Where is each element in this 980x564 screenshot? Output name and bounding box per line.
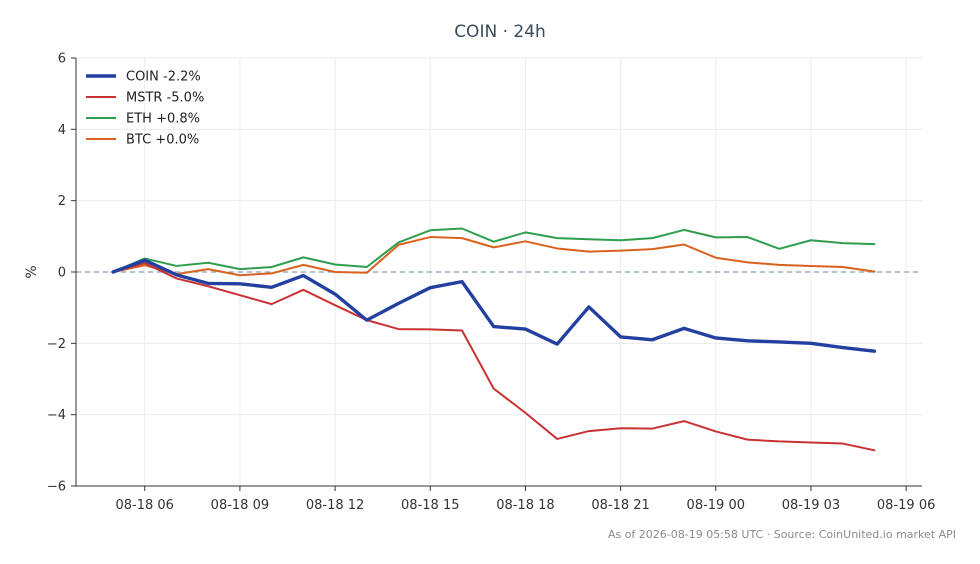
chart-title: COIN · 24h <box>454 22 546 42</box>
legend-label: ETH +0.8% <box>126 112 200 127</box>
y-axis-label: % <box>24 265 40 278</box>
y-tick-label: −2 <box>47 337 66 352</box>
x-tick-label: 08-18 12 <box>306 498 364 513</box>
y-tick-label: 2 <box>58 194 66 209</box>
x-tick-label: 08-18 09 <box>211 498 269 513</box>
x-tick-label: 08-19 06 <box>877 498 935 513</box>
y-tick-label: 0 <box>58 266 66 281</box>
y-tick-label: 4 <box>58 123 66 138</box>
y-tick-label: −4 <box>47 408 66 423</box>
footer-source-note: As of 2026-08-19 05:58 UTC · Source: Coi… <box>608 528 956 541</box>
x-tick-label: 08-18 21 <box>591 498 649 513</box>
x-tick-label: 08-19 03 <box>782 498 840 513</box>
series-lines <box>111 227 877 452</box>
legend-label: BTC +0.0% <box>126 133 199 148</box>
legend-label: MSTR -5.0% <box>126 91 204 106</box>
y-tick-label: 6 <box>58 52 66 67</box>
series-line-btc <box>112 236 876 277</box>
x-tick-label: 08-18 15 <box>401 498 459 513</box>
series-line-eth <box>112 227 876 273</box>
y-tick-label: −6 <box>47 480 66 495</box>
series-line-coin <box>111 258 877 353</box>
x-tick-label: 08-18 06 <box>116 498 174 513</box>
axes: −6 −4 −2 0 2 4 6 08-18 06 08-18 09 08-18 12 08-18 … <box>47 52 936 514</box>
x-tick-label: 08-19 00 <box>687 498 745 513</box>
legend-label: COIN -2.2% <box>126 70 201 85</box>
series-line-mstr <box>112 262 876 452</box>
legend: COIN -2.2% MSTR -5.0% ETH +0.8% BTC +0.0% <box>86 70 204 148</box>
x-tick-label: 08-18 18 <box>496 498 554 513</box>
